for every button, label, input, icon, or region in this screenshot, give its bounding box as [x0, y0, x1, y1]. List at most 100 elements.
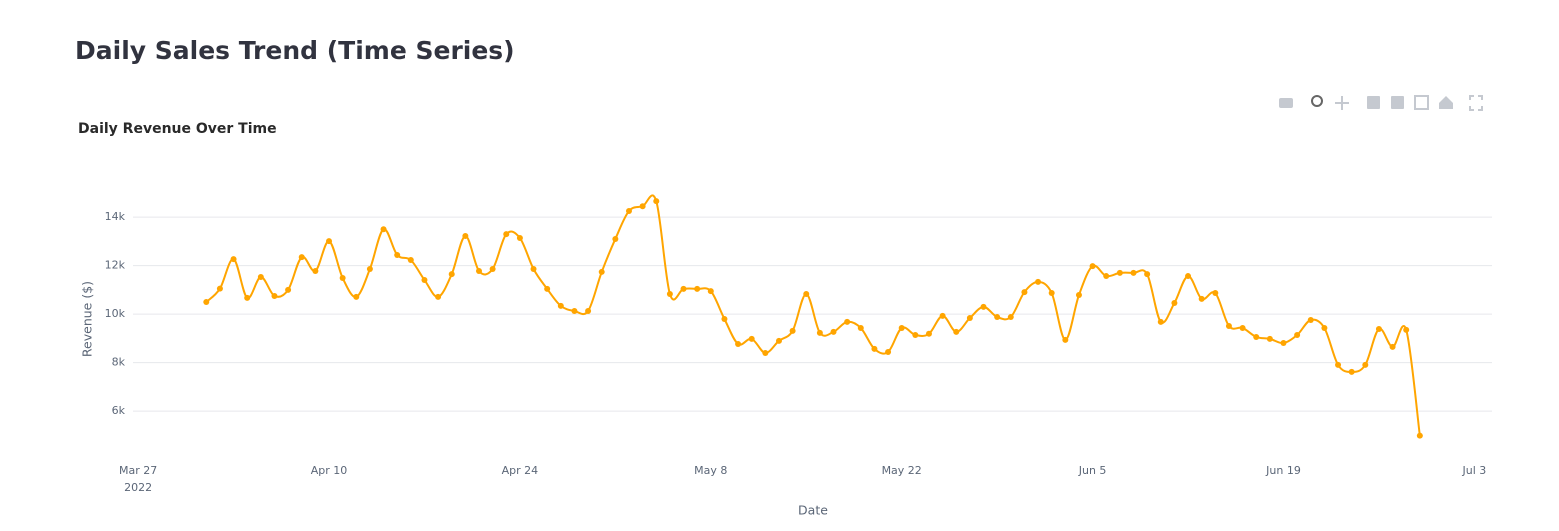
y-tick-label: 8k — [112, 356, 126, 369]
point — [1416, 432, 1423, 439]
point — [1266, 335, 1273, 342]
point — [1321, 324, 1328, 331]
point — [871, 345, 878, 352]
point — [680, 285, 687, 292]
chart-title: Daily Revenue Over Time — [78, 121, 277, 137]
point — [1280, 340, 1287, 347]
point — [448, 271, 455, 278]
point — [1089, 263, 1096, 270]
zoom-in-icon[interactable] — [1367, 96, 1380, 109]
y-tick-label: 6k — [112, 404, 126, 417]
point — [421, 276, 428, 283]
point — [898, 324, 905, 331]
point — [530, 266, 537, 273]
page-title: Daily Sales Trend (Time Series) — [75, 36, 515, 65]
point — [475, 267, 482, 274]
y-tick-label: 14k — [105, 210, 126, 223]
point — [1144, 271, 1151, 278]
point — [257, 274, 264, 281]
point — [735, 340, 742, 347]
point — [912, 332, 919, 339]
point — [1307, 316, 1314, 323]
point — [925, 330, 932, 337]
point — [816, 329, 823, 336]
point — [1253, 333, 1260, 340]
point — [1021, 289, 1028, 296]
x-tick-label: Jun 19 — [1265, 464, 1301, 477]
point — [435, 293, 442, 300]
point — [585, 307, 592, 314]
point — [1171, 299, 1178, 306]
point — [312, 267, 319, 274]
point — [216, 285, 223, 292]
zoom-out-icon[interactable] — [1391, 96, 1404, 109]
point — [1348, 368, 1355, 375]
point — [885, 348, 892, 355]
point — [353, 293, 360, 300]
point — [639, 203, 646, 210]
point — [1212, 290, 1219, 297]
point — [489, 266, 496, 273]
point — [1294, 332, 1301, 339]
point — [1225, 323, 1232, 330]
x-tick-label: Jun 5 — [1078, 464, 1107, 477]
x-tick-label: Jul 3 — [1461, 464, 1486, 477]
point — [857, 324, 864, 331]
point — [462, 233, 469, 240]
point — [775, 337, 782, 344]
point — [326, 238, 333, 245]
point — [653, 198, 660, 205]
point — [830, 328, 837, 335]
point — [953, 328, 960, 335]
line — [205, 194, 1421, 436]
point — [1157, 318, 1164, 325]
point — [544, 285, 551, 292]
point — [1103, 273, 1110, 280]
point — [721, 316, 728, 322]
point — [1375, 325, 1382, 332]
point — [1185, 273, 1192, 280]
point — [666, 291, 673, 298]
point — [762, 349, 769, 356]
y-tick-label: 10k — [105, 307, 126, 320]
point — [844, 318, 851, 325]
point — [1403, 326, 1410, 333]
point — [980, 303, 987, 310]
point — [707, 288, 714, 295]
point — [1362, 361, 1369, 368]
point — [939, 312, 946, 319]
point — [694, 285, 701, 292]
zoom-icon[interactable] — [1311, 95, 1323, 107]
point — [571, 307, 578, 314]
autoscale-icon[interactable] — [1414, 95, 1429, 110]
point — [1075, 291, 1082, 298]
camera-icon[interactable] — [1279, 98, 1293, 108]
toolbar[interactable] — [1279, 95, 1483, 111]
point — [1062, 336, 1069, 343]
point — [748, 335, 755, 342]
fullscreen-icon[interactable] — [1469, 95, 1483, 111]
point — [1335, 361, 1342, 368]
point — [1035, 278, 1042, 285]
point — [1007, 314, 1014, 321]
y-tick-label: 12k — [105, 259, 126, 272]
point — [516, 234, 523, 241]
x-tick-label: May 8 — [694, 464, 727, 477]
point — [230, 256, 237, 263]
point — [339, 275, 346, 282]
x-tick-label: Apr 24 — [502, 464, 539, 477]
pan-icon[interactable] — [1335, 96, 1349, 110]
point — [789, 327, 796, 334]
point — [366, 266, 373, 273]
point — [803, 291, 810, 298]
point — [244, 294, 251, 301]
point — [1048, 290, 1055, 297]
point — [966, 315, 973, 322]
point — [271, 292, 278, 299]
y-axis-title: Revenue ($) — [80, 281, 95, 357]
point — [503, 231, 510, 238]
reset-icon[interactable] — [1439, 96, 1453, 109]
x-tick-label: May 22 — [882, 464, 922, 477]
